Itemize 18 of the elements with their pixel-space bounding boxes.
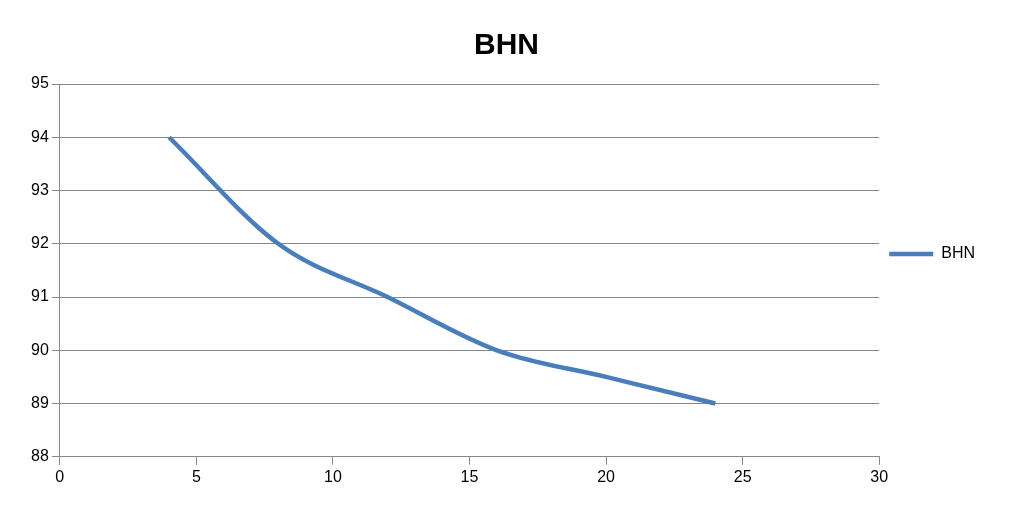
x-tick-label: 0 xyxy=(55,467,65,485)
x-tick-label: 20 xyxy=(597,467,616,485)
y-tick-label: 95 xyxy=(31,74,49,92)
x-tick-label: 15 xyxy=(460,467,479,485)
x-tick-label: 30 xyxy=(870,467,889,485)
x-tick-label: 5 xyxy=(191,467,201,485)
chart-title: BHN xyxy=(474,27,539,61)
y-tick-label: 88 xyxy=(31,447,49,465)
x-tick-label: 25 xyxy=(733,467,752,485)
y-tick-label: 91 xyxy=(31,287,49,305)
y-tick-label: 92 xyxy=(31,234,49,252)
legend-label: BHN xyxy=(941,244,975,262)
y-tick-label: 93 xyxy=(31,180,49,198)
y-tick-label: 89 xyxy=(31,393,49,411)
y-tick-label: 90 xyxy=(31,340,49,358)
line-series xyxy=(166,135,718,406)
x-tick-label: 10 xyxy=(324,467,342,485)
y-tick-label: 94 xyxy=(31,127,49,145)
